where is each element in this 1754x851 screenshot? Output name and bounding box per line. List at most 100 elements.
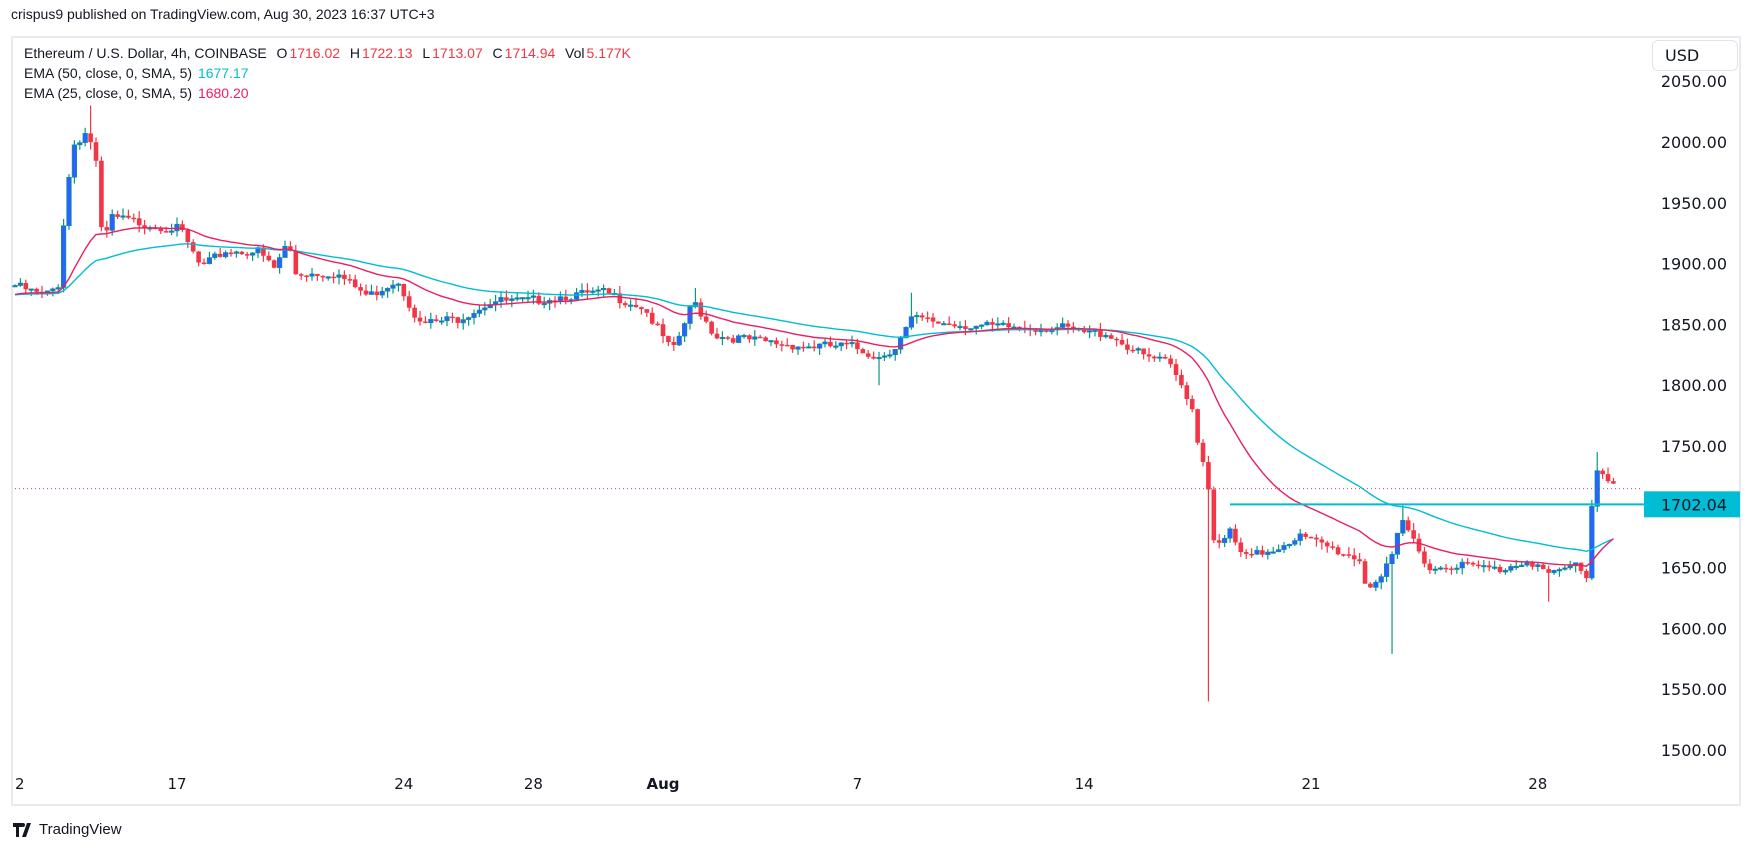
- candle-body: [304, 275, 309, 277]
- candle-body: [790, 344, 795, 350]
- time-tick-label: 28: [1528, 775, 1547, 793]
- candle-body: [1508, 566, 1514, 571]
- candle-body: [530, 295, 537, 298]
- time-tick-label: 28: [524, 775, 543, 793]
- candle-body: [136, 218, 142, 226]
- candle-body: [990, 322, 995, 325]
- candle-body: [633, 304, 639, 308]
- candle-body: [509, 298, 515, 301]
- candle-body: [828, 341, 833, 347]
- candle-body: [1152, 356, 1157, 359]
- candle-body: [1006, 323, 1011, 328]
- candle-body: [936, 321, 941, 324]
- candle-body: [115, 214, 120, 217]
- candle-body: [595, 289, 601, 292]
- candle-body: [1108, 335, 1114, 339]
- candle-body: [250, 252, 256, 256]
- candle-body: [239, 251, 245, 255]
- candle-body: [282, 245, 288, 258]
- candle-body: [1422, 551, 1427, 564]
- ema25-legend[interactable]: EMA (25, close, 0, SMA, 5) 1680.20: [24, 85, 251, 101]
- candle-body: [525, 297, 531, 300]
- candle-body: [1200, 442, 1206, 463]
- candle-body: [1173, 364, 1179, 376]
- time-tick-label: 24: [394, 775, 413, 793]
- candle-body: [703, 316, 709, 322]
- candle-body: [628, 304, 634, 307]
- candle-body: [185, 230, 191, 243]
- candle-body: [995, 323, 1001, 326]
- candle-body: [881, 355, 888, 358]
- candle-body: [55, 287, 61, 290]
- candle-body: [876, 357, 882, 360]
- price-tick-label: 1950.00: [1661, 194, 1727, 213]
- candle-body: [385, 288, 391, 292]
- candle-body: [1179, 375, 1184, 386]
- volume-label: Vol: [565, 45, 585, 61]
- candle-body: [817, 343, 823, 349]
- candle-body: [401, 283, 407, 297]
- candle-body: [298, 274, 304, 276]
- candle-body: [82, 133, 88, 143]
- candle-body: [1556, 569, 1563, 572]
- candle-body: [120, 215, 126, 218]
- candle-body: [590, 290, 596, 293]
- candle-body: [1519, 564, 1525, 567]
- ema50-value: 1677.17: [197, 65, 249, 81]
- candle-body: [1330, 546, 1335, 548]
- candle-body: [180, 224, 185, 231]
- time-tick-label: 17: [167, 775, 186, 793]
- candle-body: [979, 324, 985, 327]
- candle-body: [1605, 474, 1611, 482]
- candle-body: [1394, 532, 1401, 555]
- candle-body: [1400, 520, 1406, 534]
- candle-body: [1470, 562, 1476, 565]
- candle-body: [352, 279, 358, 288]
- candle-body: [1114, 338, 1119, 341]
- currency-button[interactable]: USD: [1652, 40, 1738, 71]
- candle-body: [34, 288, 39, 292]
- chart-frame: [11, 36, 1741, 806]
- candle-body: [482, 307, 488, 311]
- candle-body: [228, 252, 234, 255]
- candle-body: [342, 274, 347, 280]
- candle-body: [622, 303, 628, 306]
- candle-body: [774, 340, 779, 345]
- candle-body: [644, 309, 650, 313]
- candle-body: [914, 315, 920, 318]
- candle-body: [1449, 568, 1454, 570]
- candle-body: [1308, 536, 1314, 539]
- candle-body: [1578, 562, 1584, 571]
- candle-body: [1546, 569, 1551, 573]
- time-tick-label: 7: [853, 775, 863, 793]
- candle-body: [439, 320, 445, 323]
- candle-body: [925, 317, 930, 319]
- tradingview-logo[interactable]: TradingView: [13, 821, 122, 838]
- candle-body: [1368, 583, 1373, 588]
- candle-body: [244, 254, 250, 256]
- candle-body: [984, 321, 990, 326]
- candle-body: [363, 290, 369, 295]
- candle-body: [973, 325, 979, 329]
- candle-body: [271, 260, 277, 268]
- time-axis: 2 17 24 28 Aug 7 14 21 28: [15, 775, 1547, 793]
- ema50-legend[interactable]: EMA (50, close, 0, SMA, 5) 1677.17: [24, 65, 251, 81]
- candle-body: [784, 344, 790, 347]
- candle-body: [379, 290, 385, 296]
- candle-body: [1438, 567, 1444, 570]
- time-tick-label: 21: [1301, 775, 1320, 793]
- candle-body: [1265, 551, 1271, 555]
- candle-body: [930, 317, 936, 322]
- candle-body: [1146, 354, 1152, 357]
- candle-body: [639, 307, 644, 310]
- candle-body: [423, 321, 428, 324]
- candle-body: [1486, 565, 1492, 568]
- price-tick-label: 1850.00: [1661, 315, 1727, 334]
- candle-body: [957, 325, 963, 329]
- price-tick-label: 1600.00: [1661, 619, 1727, 638]
- level-price-label: 1702.04: [1661, 495, 1727, 514]
- candle-body: [1162, 356, 1168, 359]
- candle-body: [520, 297, 526, 300]
- candle-body: [320, 275, 326, 278]
